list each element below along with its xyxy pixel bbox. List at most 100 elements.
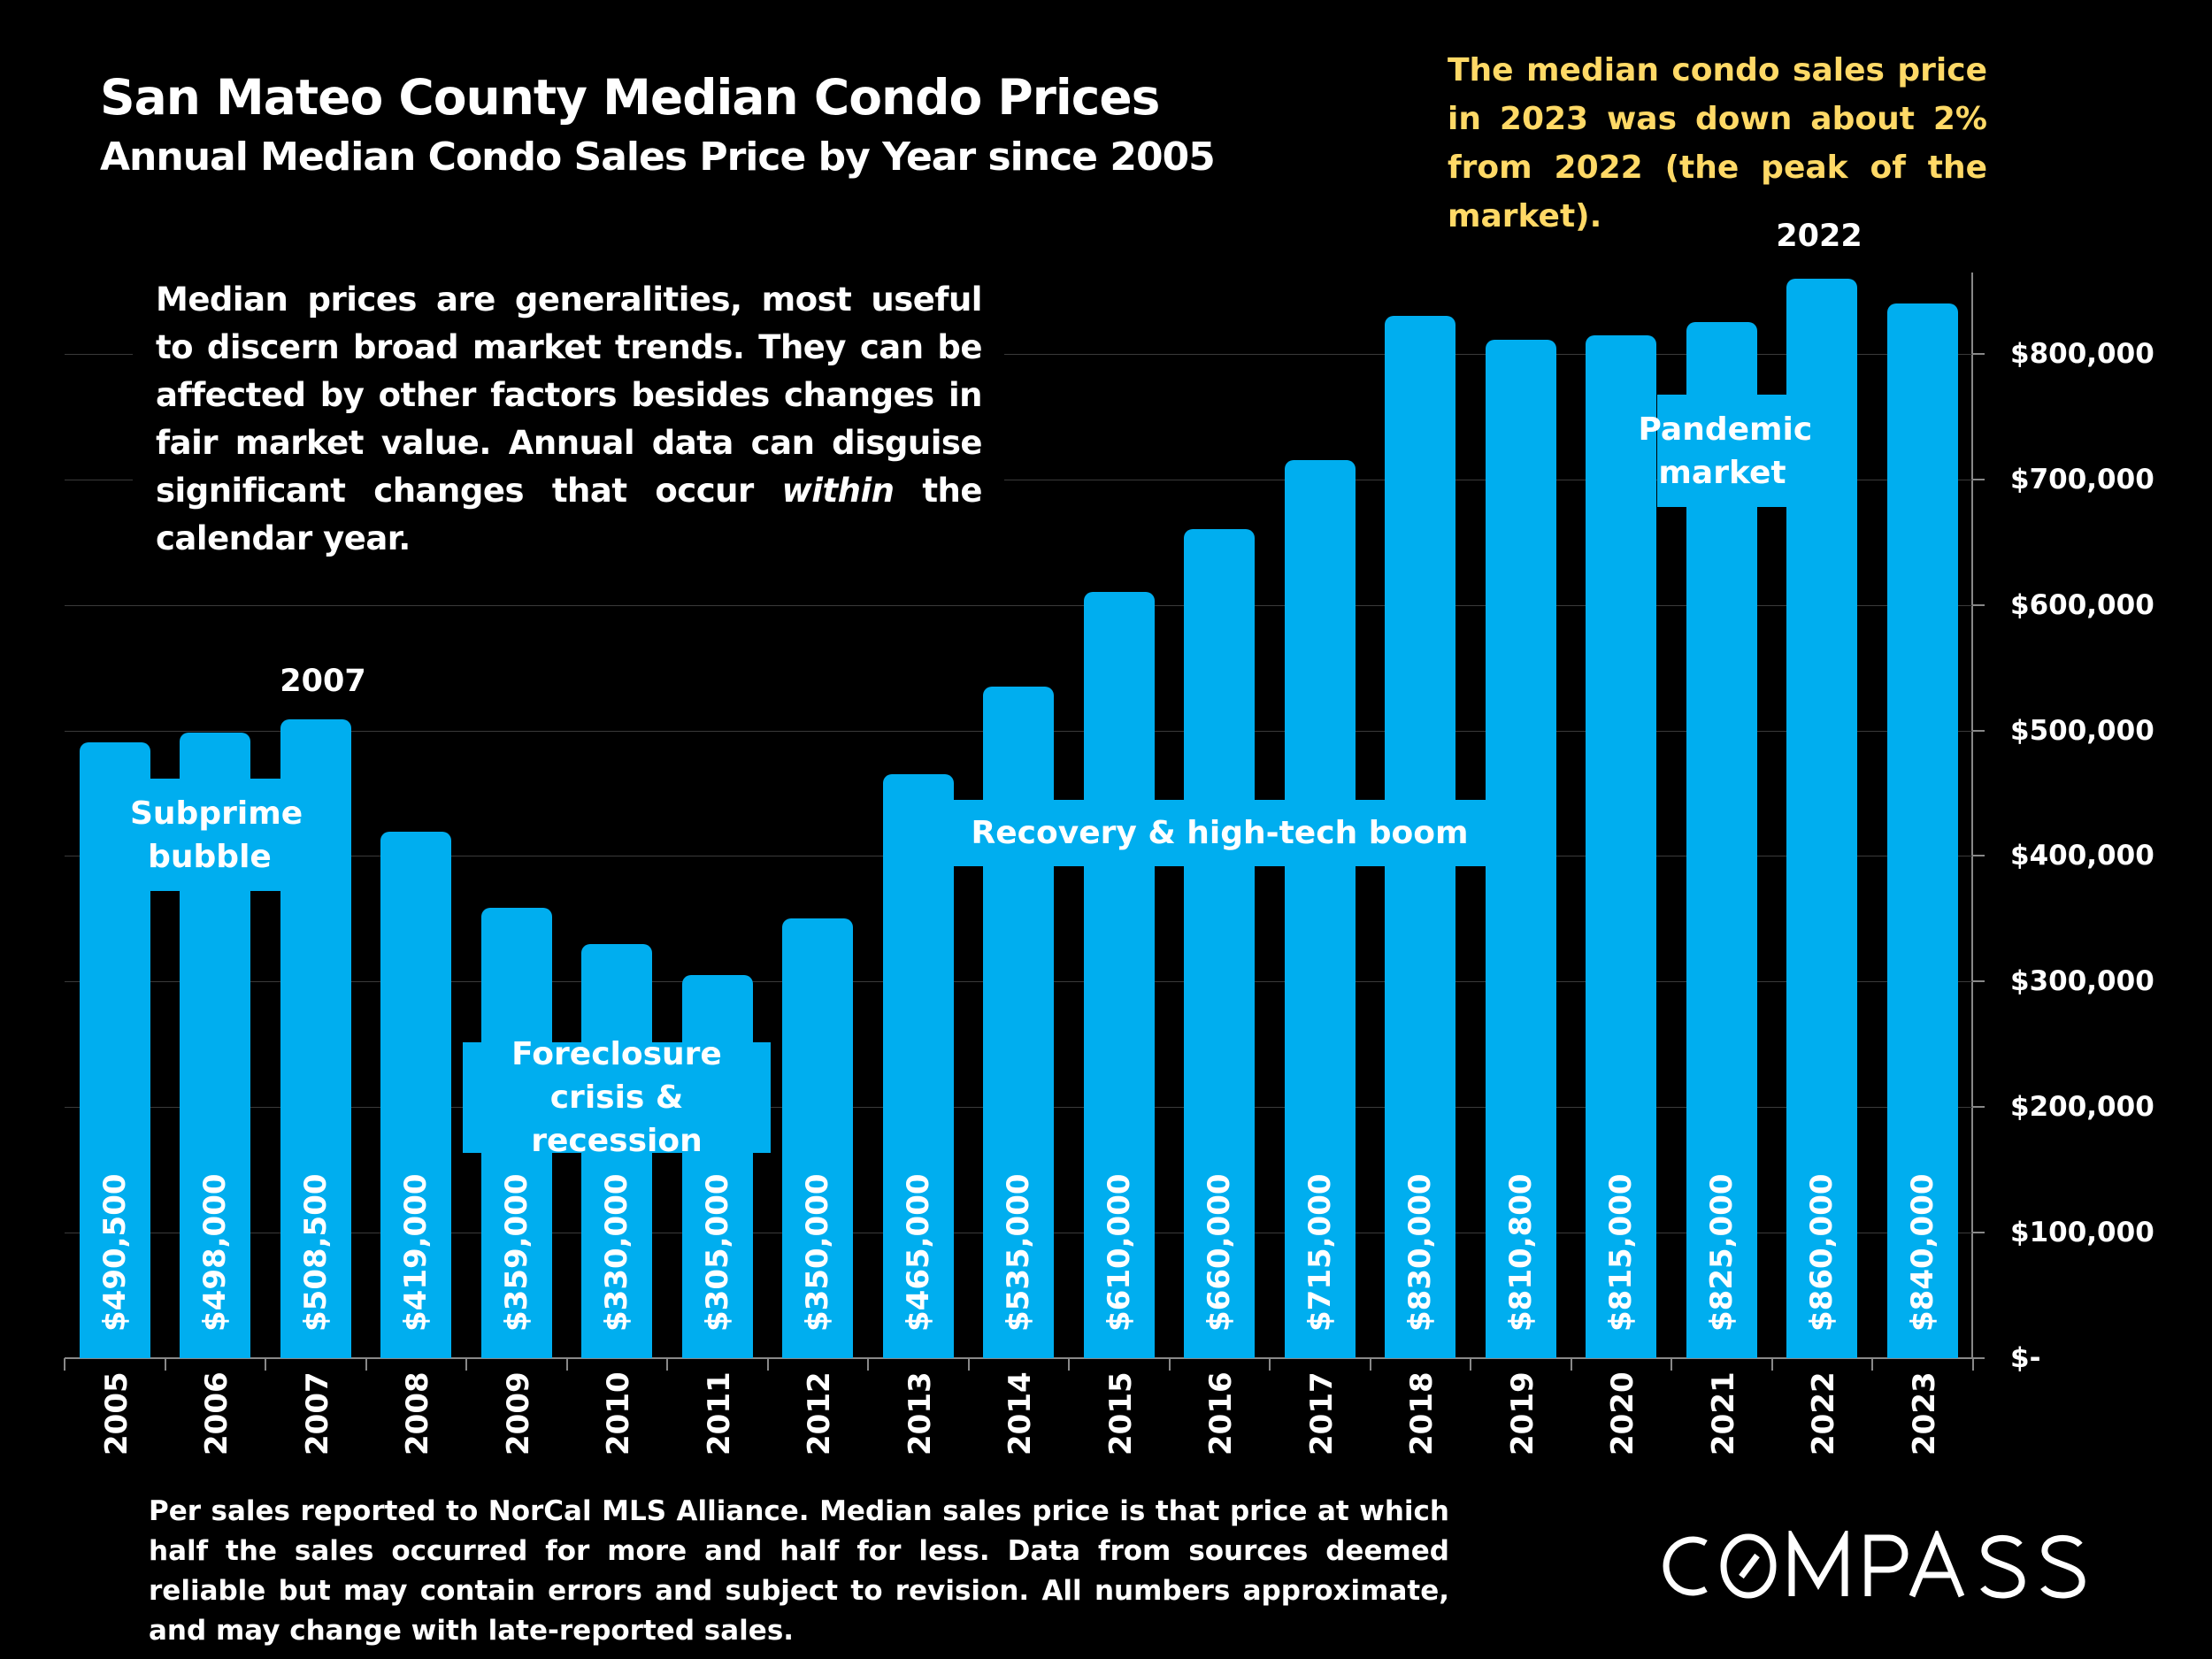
bar: $815,000 (1586, 334, 1657, 1358)
y-tick-label: $100,000 (2010, 1217, 2154, 1249)
bar: $535,000 (983, 686, 1055, 1358)
chart-title: San Mateo County Median Condo Prices (100, 69, 1160, 126)
x-tick (1470, 1358, 1471, 1371)
x-tick-label: 2020 (1605, 1371, 1641, 1455)
y-tick (1972, 980, 1985, 983)
bar: $715,000 (1284, 460, 1356, 1358)
x-tick-label: 2013 (902, 1371, 938, 1455)
y-tick-label: $400,000 (2010, 840, 2154, 872)
bar-value-label: $535,000 (1001, 1173, 1037, 1332)
x-tick (365, 1358, 367, 1371)
y-tick-label: $800,000 (2010, 337, 2154, 370)
y-axis-line (1971, 273, 1973, 1359)
bar-value-label: $830,000 (1402, 1173, 1439, 1332)
bar-value-label: $810,800 (1502, 1173, 1539, 1332)
bar-value-label: $610,000 (1101, 1173, 1137, 1332)
x-tick-label: 2022 (1806, 1371, 1842, 1455)
x-tick-label: 2012 (802, 1371, 838, 1455)
x-tick (1068, 1358, 1070, 1371)
bar: $810,800 (1485, 340, 1556, 1358)
x-tick-label: 2018 (1404, 1371, 1440, 1455)
bar: $860,000 (1786, 278, 1858, 1358)
bar: $610,000 (1083, 592, 1155, 1358)
bar-value-label: $825,000 (1703, 1173, 1740, 1332)
y-tick (1972, 1232, 1985, 1234)
x-tick-label: 2011 (701, 1371, 737, 1455)
x-tick-label: 2014 (1002, 1371, 1039, 1455)
annotation-recovery-text: Recovery & high-tech boom (971, 815, 1469, 851)
x-tick (465, 1358, 467, 1371)
x-tick (1570, 1358, 1572, 1371)
annotation-foreclosure-text: Foreclosure crisis & recession (511, 1036, 722, 1159)
x-tick (867, 1358, 869, 1371)
bar: $305,000 (681, 975, 753, 1358)
x-tick-label: 2007 (299, 1371, 335, 1455)
annotation-subprime: Subprime bubble (113, 779, 306, 891)
bar-value-label: $359,000 (498, 1173, 534, 1332)
x-tick-label: 2019 (1504, 1371, 1540, 1455)
x-tick-label: 2023 (1906, 1371, 1942, 1455)
gridline (65, 604, 1972, 606)
annotation-subprime-text: Subprime bubble (130, 795, 303, 875)
note-text: Median prices are generalities, most use… (156, 276, 983, 563)
peak-label-2007: 2007 (280, 664, 366, 699)
bar-value-label: $498,000 (197, 1173, 234, 1332)
bar: $840,000 (1886, 303, 1958, 1358)
y-tick (1972, 603, 1985, 606)
y-tick-label: $200,000 (2010, 1091, 2154, 1124)
x-tick-label: 2005 (98, 1371, 134, 1455)
x-tick-label: 2008 (400, 1371, 436, 1455)
x-tick (1168, 1358, 1171, 1371)
callout-text: The median condo sales price in 2023 was… (1448, 52, 1987, 234)
bar-value-label: $465,000 (900, 1173, 936, 1332)
x-tick-label: 2017 (1303, 1371, 1340, 1455)
bar-value-label: $330,000 (599, 1173, 635, 1332)
x-axis-line (65, 1357, 1972, 1359)
note-background (133, 270, 1004, 516)
bar: $465,000 (882, 774, 954, 1358)
x-tick (1770, 1358, 1773, 1371)
x-tick (1269, 1358, 1271, 1371)
annotation-pandemic-text: Pandemic market (1638, 411, 1813, 491)
bar: $350,000 (782, 918, 854, 1358)
x-tick (1971, 1358, 1974, 1371)
x-tick (666, 1358, 668, 1371)
y-tick (1972, 478, 1985, 480)
bar-value-label: $305,000 (699, 1173, 735, 1332)
annotation-pandemic: Pandemic market (1639, 395, 1812, 507)
x-tick-label: 2006 (199, 1371, 235, 1455)
x-tick (1671, 1358, 1672, 1371)
x-tick-label: 2021 (1705, 1371, 1741, 1455)
y-tick-label: $- (2010, 1342, 2041, 1374)
x-tick (565, 1358, 568, 1371)
x-tick (766, 1358, 769, 1371)
x-tick-label: 2009 (500, 1371, 536, 1455)
note-text-after: the calendar year. (156, 472, 983, 557)
y-tick (1972, 729, 1985, 732)
x-tick (265, 1358, 266, 1371)
y-tick-label: $600,000 (2010, 588, 2154, 621)
annotation-foreclosure: Foreclosure crisis & recession (463, 1036, 771, 1159)
x-tick (164, 1358, 166, 1371)
y-tick (1972, 1357, 1985, 1359)
bar-value-label: $860,000 (1804, 1173, 1840, 1332)
y-tick-label: $700,000 (2010, 463, 2154, 495)
x-tick-label: 2010 (601, 1371, 637, 1455)
bar: $660,000 (1184, 529, 1256, 1358)
bar-value-label: $508,500 (297, 1173, 334, 1332)
x-tick (64, 1358, 65, 1371)
bar-value-label: $660,000 (1202, 1173, 1238, 1332)
note-text-before: Median prices are generalities, most use… (156, 280, 983, 510)
gridline (65, 353, 1972, 355)
y-tick (1972, 855, 1985, 857)
compass-logo-mark (1663, 1525, 2085, 1599)
peak-label-2022: 2022 (1776, 219, 1863, 254)
y-tick-label: $500,000 (2010, 714, 2154, 747)
compass-logo (1657, 1525, 2135, 1619)
annotation-recovery: Recovery & high-tech boom (954, 800, 1486, 866)
x-tick (967, 1358, 970, 1371)
y-tick (1972, 352, 1985, 355)
bar-value-label: $840,000 (1904, 1173, 1940, 1332)
bar-value-label: $350,000 (800, 1173, 836, 1332)
x-tick (1871, 1358, 1873, 1371)
